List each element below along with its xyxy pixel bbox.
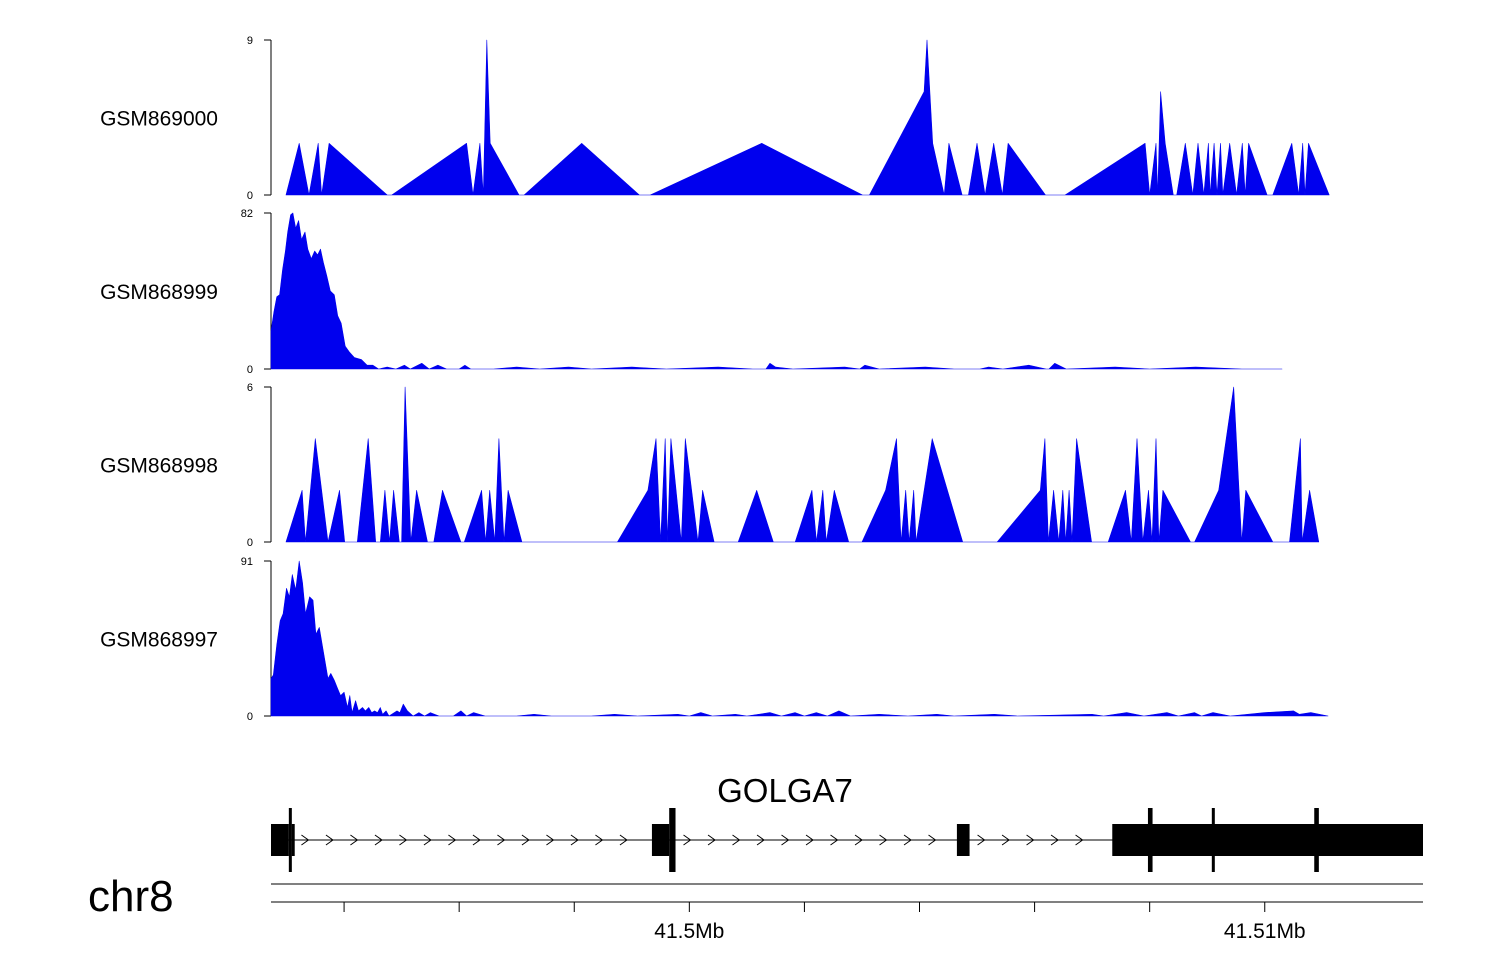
strand-arrow bbox=[805, 834, 814, 846]
strand-arrow bbox=[350, 834, 359, 846]
strand-arrow bbox=[1026, 834, 1035, 846]
strand-arrow bbox=[732, 834, 741, 846]
strand-arrow bbox=[854, 834, 863, 846]
coverage-area bbox=[270, 212, 1283, 370]
strand-arrow bbox=[879, 834, 888, 846]
chromosome-label: chr8 bbox=[88, 872, 174, 921]
track-GSM868999: GSM868999 82 0 bbox=[100, 208, 1283, 376]
strand-arrow bbox=[903, 834, 912, 846]
strand-arrow bbox=[781, 834, 790, 846]
coverage-area bbox=[285, 386, 1320, 543]
y-tick-label: 0 bbox=[247, 190, 253, 202]
coverage-area bbox=[270, 560, 1329, 717]
strand-arrow bbox=[497, 834, 506, 846]
strand-arrow bbox=[830, 834, 839, 846]
strand-arrow bbox=[301, 834, 310, 846]
strand-arrow bbox=[448, 834, 457, 846]
track-label: GSM868998 bbox=[100, 455, 218, 478]
x-tick-label: 41.5Mb bbox=[654, 920, 724, 943]
genome-axis: chr8 41.5Mb 41.51Mb bbox=[88, 872, 1423, 943]
data-tracks: GSM86900090GSM868999820GSM86899860GSM868… bbox=[100, 35, 1330, 723]
gene-name-label: GOLGA7 bbox=[717, 772, 853, 809]
strand-arrow bbox=[472, 834, 481, 846]
track-label: GSM868999 bbox=[100, 281, 218, 304]
track-label: GSM869000 bbox=[100, 108, 218, 131]
y-tick-label: 0 bbox=[247, 364, 253, 376]
strand-arrow bbox=[928, 834, 937, 846]
strand-arrow bbox=[595, 834, 604, 846]
strand-arrow bbox=[619, 834, 628, 846]
strand-arrow bbox=[423, 834, 432, 846]
exon-cds bbox=[1211, 808, 1215, 872]
strand-arrow bbox=[1050, 834, 1059, 846]
y-tick-label: 9 bbox=[247, 35, 253, 47]
strand-arrow bbox=[1075, 834, 1084, 846]
strand-arrow bbox=[325, 834, 334, 846]
exon-utr bbox=[651, 824, 670, 856]
exon-cds bbox=[1147, 808, 1153, 872]
strand-arrow bbox=[683, 834, 692, 846]
y-tick-label: 0 bbox=[247, 711, 253, 723]
strand-arrow bbox=[756, 834, 765, 846]
track-GSM868998: GSM868998 6 0 bbox=[100, 382, 1320, 549]
track-label: GSM868997 bbox=[100, 629, 218, 652]
y-tick-label: 0 bbox=[247, 537, 253, 549]
strand-arrow bbox=[399, 834, 408, 846]
y-tick-label: 91 bbox=[241, 556, 253, 568]
gene-track: GOLGA7 bbox=[271, 772, 1423, 872]
y-tick-label: 82 bbox=[241, 208, 253, 220]
track-GSM868997: GSM868997 91 0 bbox=[100, 556, 1329, 723]
exon-utr bbox=[1112, 824, 1423, 856]
strand-arrow bbox=[570, 834, 579, 846]
strand-arrow bbox=[521, 834, 530, 846]
strand-arrow bbox=[1001, 834, 1010, 846]
coverage-area bbox=[285, 39, 1330, 196]
strand-arrow bbox=[977, 834, 986, 846]
exon-cds bbox=[1314, 808, 1319, 872]
exon-cds bbox=[288, 808, 292, 872]
strand-arrow bbox=[546, 834, 555, 846]
exon-cds bbox=[669, 808, 676, 872]
strand-arrow bbox=[374, 834, 383, 846]
strand-arrow bbox=[707, 834, 716, 846]
exon-utr bbox=[291, 824, 295, 856]
exon-utr bbox=[956, 824, 970, 856]
y-tick-label: 6 bbox=[247, 382, 253, 394]
x-tick-label: 41.51Mb bbox=[1224, 920, 1306, 943]
track-GSM869000: GSM869000 9 0 bbox=[100, 35, 1330, 202]
exon-utr bbox=[271, 824, 289, 856]
